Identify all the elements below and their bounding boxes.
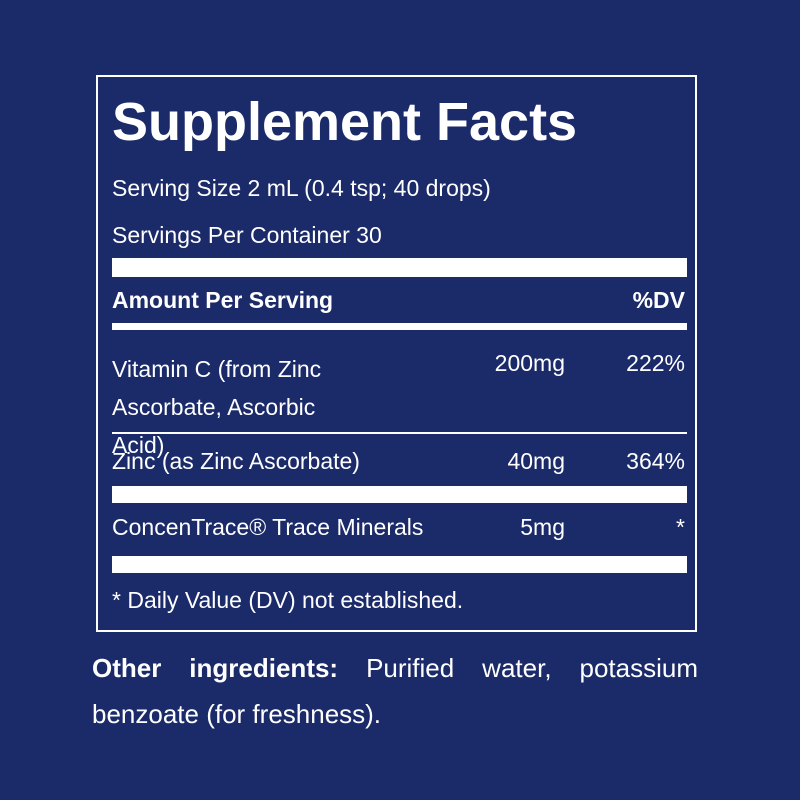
row-dv: 222% <box>626 350 685 376</box>
row-name: Vitamin C (from Zinc Ascorbate, Ascorbic… <box>112 356 322 458</box>
divider-medium <box>112 323 687 330</box>
divider-thick <box>112 258 687 277</box>
divider-thick <box>112 486 687 503</box>
header-dv: %DV <box>632 287 685 313</box>
row-name: Zinc (as Zinc Ascorbate) <box>112 448 360 474</box>
row-dv: 364% <box>626 448 685 474</box>
other-ingredients-label: Other ingredients: <box>92 653 339 683</box>
row-amount: 40mg <box>507 448 565 474</box>
row-name: ConcenTrace® Trace Minerals <box>112 514 424 540</box>
supplement-facts-panel: Supplement Facts Serving Size 2 mL (0.4 … <box>96 75 697 632</box>
row-amount: 200mg <box>494 350 565 376</box>
servings-per-container: Servings Per Container 30 <box>112 222 382 248</box>
serving-size: Serving Size 2 mL (0.4 tsp; 40 drops) <box>112 175 491 201</box>
divider-thin <box>112 432 687 434</box>
footnote: * Daily Value (DV) not established. <box>112 587 464 613</box>
other-ingredients-text: Purified water, potassium benzoate (for … <box>92 653 698 729</box>
panel-title: Supplement Facts <box>112 92 578 152</box>
header-amount: Amount Per Serving <box>112 287 334 313</box>
row-dv: * <box>676 514 685 540</box>
other-ingredients: Other ingredients: Purified water, potas… <box>92 645 698 737</box>
row-amount: 5mg <box>520 514 565 540</box>
divider-thick <box>112 556 687 573</box>
